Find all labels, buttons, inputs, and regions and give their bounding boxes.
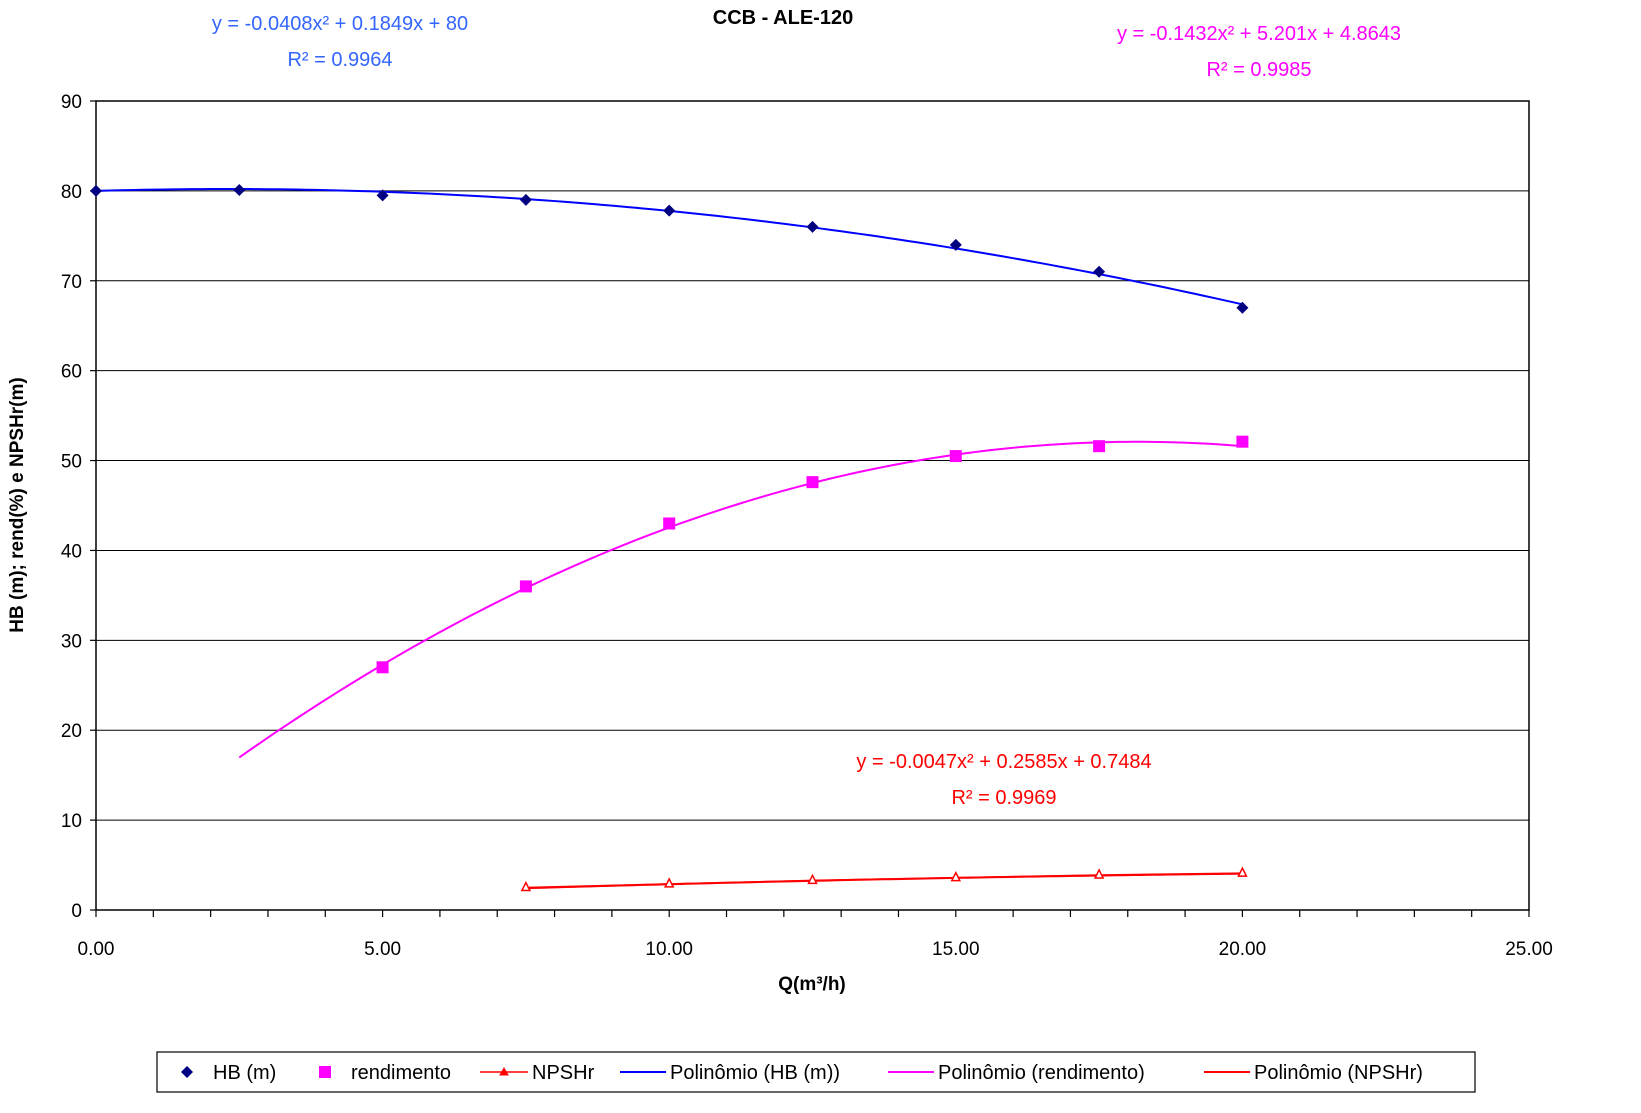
plot-area-border <box>95 100 1530 911</box>
legend-rendimento-marker <box>319 1066 331 1078</box>
y-tick-label: 10 <box>61 811 82 832</box>
rendimento-point <box>519 580 532 593</box>
npshr-series-line <box>525 872 1243 889</box>
npshr-r2: R² = 0.9969 <box>951 787 1056 809</box>
y-tick-label: 80 <box>61 182 82 203</box>
trendline-1 <box>238 440 1243 759</box>
legend-rendimento-trend-label: Polinômio (rendimento) <box>938 1062 1145 1084</box>
y-tick-label: 40 <box>61 541 82 562</box>
legend-npshr-trend-label: Polinômio (NPSHr) <box>1254 1062 1423 1084</box>
hb-r2: R² = 0.9964 <box>287 49 392 71</box>
x-axis-label: Q(m³/h) <box>778 974 846 995</box>
rendimento-point <box>949 450 962 463</box>
legend-rendimento-label: rendimento <box>351 1062 451 1084</box>
hb-point <box>1093 265 1106 278</box>
y-tick-label: 50 <box>61 452 82 473</box>
chart-title: CCB - ALE-120 <box>713 7 853 29</box>
npshr-equation-label: y = -0.0047x² + 0.2585x + 0.7484 R² = 0.… <box>856 751 1151 809</box>
rendimento-point <box>1236 435 1249 448</box>
hb-point <box>806 220 819 233</box>
hb-equation: y = -0.0408x² + 0.1849x + 80 <box>212 13 468 35</box>
legend-hb-trend-label: Polinômio (HB (m)) <box>670 1062 840 1084</box>
hb-point <box>233 183 246 196</box>
rendimento-equation: y = -0.1432x² + 5.201x + 4.8643 <box>1117 23 1401 45</box>
legend-npshr-marker <box>499 1066 509 1076</box>
legend-hb-label: HB (m) <box>213 1062 276 1084</box>
y-tick-label: 0 <box>71 901 82 922</box>
hb-point <box>519 193 532 206</box>
y-tick-label: 20 <box>61 721 82 742</box>
npshr-point <box>1093 868 1105 879</box>
x-tick-label: 5.00 <box>364 939 401 960</box>
hb-point <box>376 189 389 202</box>
x-tick-label: 15.00 <box>932 939 980 960</box>
x-tick-label: 10.00 <box>645 939 693 960</box>
hb-point <box>1236 301 1249 314</box>
y-axis-label: HB (m); rend(%) e NPSHr(m) <box>7 377 28 632</box>
y-tick-label: 60 <box>61 362 82 383</box>
gridlines <box>96 190 1529 821</box>
legend: HB (m) rendimento NPSHr Polinômio (HB (m… <box>156 1051 1476 1093</box>
npshr-point <box>950 870 962 882</box>
npshr-point <box>663 877 675 888</box>
x-tick-label: 25.00 <box>1505 939 1553 960</box>
data-points <box>90 183 1249 892</box>
npshr-point <box>807 873 818 885</box>
rendimento-point <box>1093 440 1106 453</box>
x-tick-label: 0.00 <box>78 939 115 960</box>
npshr-equation: y = -0.0047x² + 0.2585x + 0.7484 <box>856 751 1151 773</box>
rendimento-point <box>663 517 676 530</box>
hb-point <box>949 238 962 251</box>
legend-npshr-label: NPSHr <box>532 1062 595 1084</box>
hb-point <box>663 204 676 217</box>
rendimento-point <box>806 476 819 489</box>
npshr-point <box>1237 866 1248 877</box>
npshr-point <box>520 880 532 892</box>
y-axis: 0 10 20 30 40 50 60 70 80 90 <box>61 92 96 922</box>
y-tick-label: 30 <box>61 631 82 652</box>
legend-hb-marker <box>181 1066 193 1078</box>
legend-box <box>156 1051 1476 1093</box>
y-tick-label: 70 <box>61 272 82 293</box>
x-tick-label: 20.00 <box>1219 939 1267 960</box>
rendimento-point <box>376 661 389 674</box>
rendimento-equation-label: y = -0.1432x² + 5.201x + 4.8643 R² = 0.9… <box>1117 23 1401 81</box>
x-axis: 0.00 5.00 10.00 15.00 20.00 25.00 <box>78 910 1553 960</box>
rendimento-r2: R² = 0.9985 <box>1206 59 1311 81</box>
y-tick-label: 90 <box>61 92 82 113</box>
hb-equation-label: y = -0.0408x² + 0.1849x + 80 R² = 0.9964 <box>212 13 468 71</box>
hb-point <box>90 184 102 197</box>
